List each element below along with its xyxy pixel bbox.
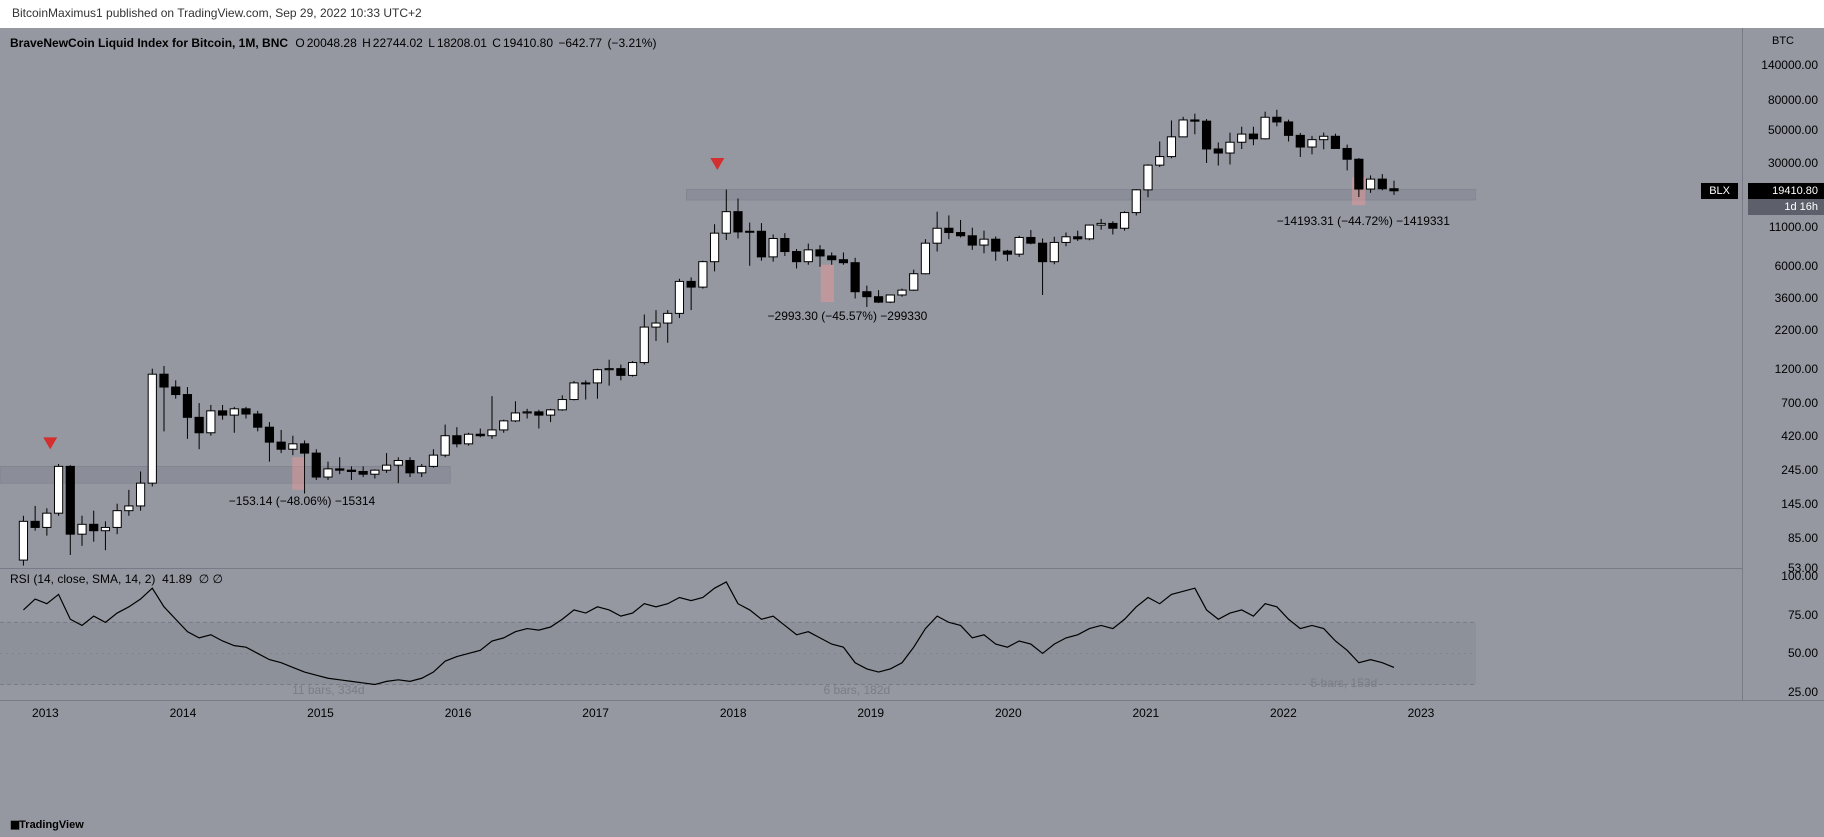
y-tick: 1200.00 (1775, 362, 1818, 376)
faded-annotation: 11 bars, 334d (292, 683, 365, 697)
x-tick: 2014 (170, 706, 197, 720)
x-tick: 2021 (1133, 706, 1160, 720)
x-tick: 2020 (995, 706, 1022, 720)
price-y-axis: BTC 140000.00 80000.00 50000.00 30000.00 194… (1742, 28, 1824, 700)
rsi-y-tick: 100.00 (1781, 569, 1818, 583)
chart-title: BraveNewCoin Liquid Index for Bitcoin, 1… (10, 36, 288, 50)
time-axis: 2013 2014 2015 2016 2017 2018 2019 2020 2021 2022… (0, 700, 1476, 728)
y-tick: 245.00 (1781, 463, 1818, 477)
y-tick: 80000.00 (1768, 93, 1818, 107)
chart-title-bar: BraveNewCoin Liquid Index for Bitcoin, 1… (10, 36, 658, 50)
y-axis-label: BTC (1742, 28, 1824, 56)
tradingview-watermark: TradingView (10, 818, 84, 831)
y-tick: 30000.00 (1768, 156, 1818, 170)
price-chart-svg (0, 28, 1476, 568)
publish-text: BitcoinMaximus1 published on TradingView… (12, 6, 422, 20)
y-tick: 145.00 (1781, 497, 1818, 511)
x-tick: 2018 (720, 706, 747, 720)
x-tick: 2019 (857, 706, 884, 720)
y-tick: 420.00 (1781, 429, 1818, 443)
countdown-label: 1d 16h (1748, 199, 1824, 215)
rsi-panel[interactable]: RSI (14, close, SMA, 14, 2) 41.89 ∅ ∅ 11… (0, 568, 1476, 700)
x-tick: 2023 (1408, 706, 1435, 720)
price-annotation: −2993.30 (−45.57%) −299330 (768, 309, 928, 323)
current-price-label: 19410.80 (1748, 183, 1824, 199)
price-annotation: −153.14 (−48.06%) −15314 (229, 494, 375, 508)
chart-container[interactable]: BraveNewCoin Liquid Index for Bitcoin, 1… (0, 28, 1824, 837)
rsi-y-tick: 25.00 (1788, 685, 1818, 699)
publish-header: BitcoinMaximus1 published on TradingView… (0, 0, 1824, 28)
rsi-y-tick: 50.00 (1788, 646, 1818, 660)
x-tick: 2022 (1270, 706, 1297, 720)
price-annotation: −14193.31 (−44.72%) −1419331 (1277, 214, 1450, 228)
ohlc-readout: O20048.28 H22744.02 L18208.01 C19410.80 … (295, 36, 658, 50)
x-tick: 2016 (445, 706, 472, 720)
rsi-y-tick: 75.00 (1788, 608, 1818, 622)
symbol-label: BLX (1701, 183, 1738, 199)
y-tick: 140000.00 (1761, 58, 1818, 72)
price-panel[interactable]: BraveNewCoin Liquid Index for Bitcoin, 1… (0, 28, 1476, 568)
x-tick: 2017 (582, 706, 609, 720)
rsi-title: RSI (14, close, SMA, 14, 2) 41.89 ∅ ∅ (10, 572, 223, 586)
faded-annotation: 6 bars, 182d (823, 683, 890, 697)
y-tick: 6000.00 (1775, 259, 1818, 273)
x-tick: 2015 (307, 706, 334, 720)
y-tick: 50000.00 (1768, 123, 1818, 137)
rsi-chart-svg (0, 568, 1476, 700)
y-tick: 85.00 (1788, 531, 1818, 545)
faded-annotation: 5 bars, 153d (1311, 676, 1378, 690)
y-tick: 11000.00 (1769, 220, 1818, 234)
y-tick: 3600.00 (1775, 291, 1818, 305)
y-tick: 700.00 (1781, 396, 1818, 410)
y-tick: 2200.00 (1775, 323, 1818, 337)
x-tick: 2013 (32, 706, 59, 720)
